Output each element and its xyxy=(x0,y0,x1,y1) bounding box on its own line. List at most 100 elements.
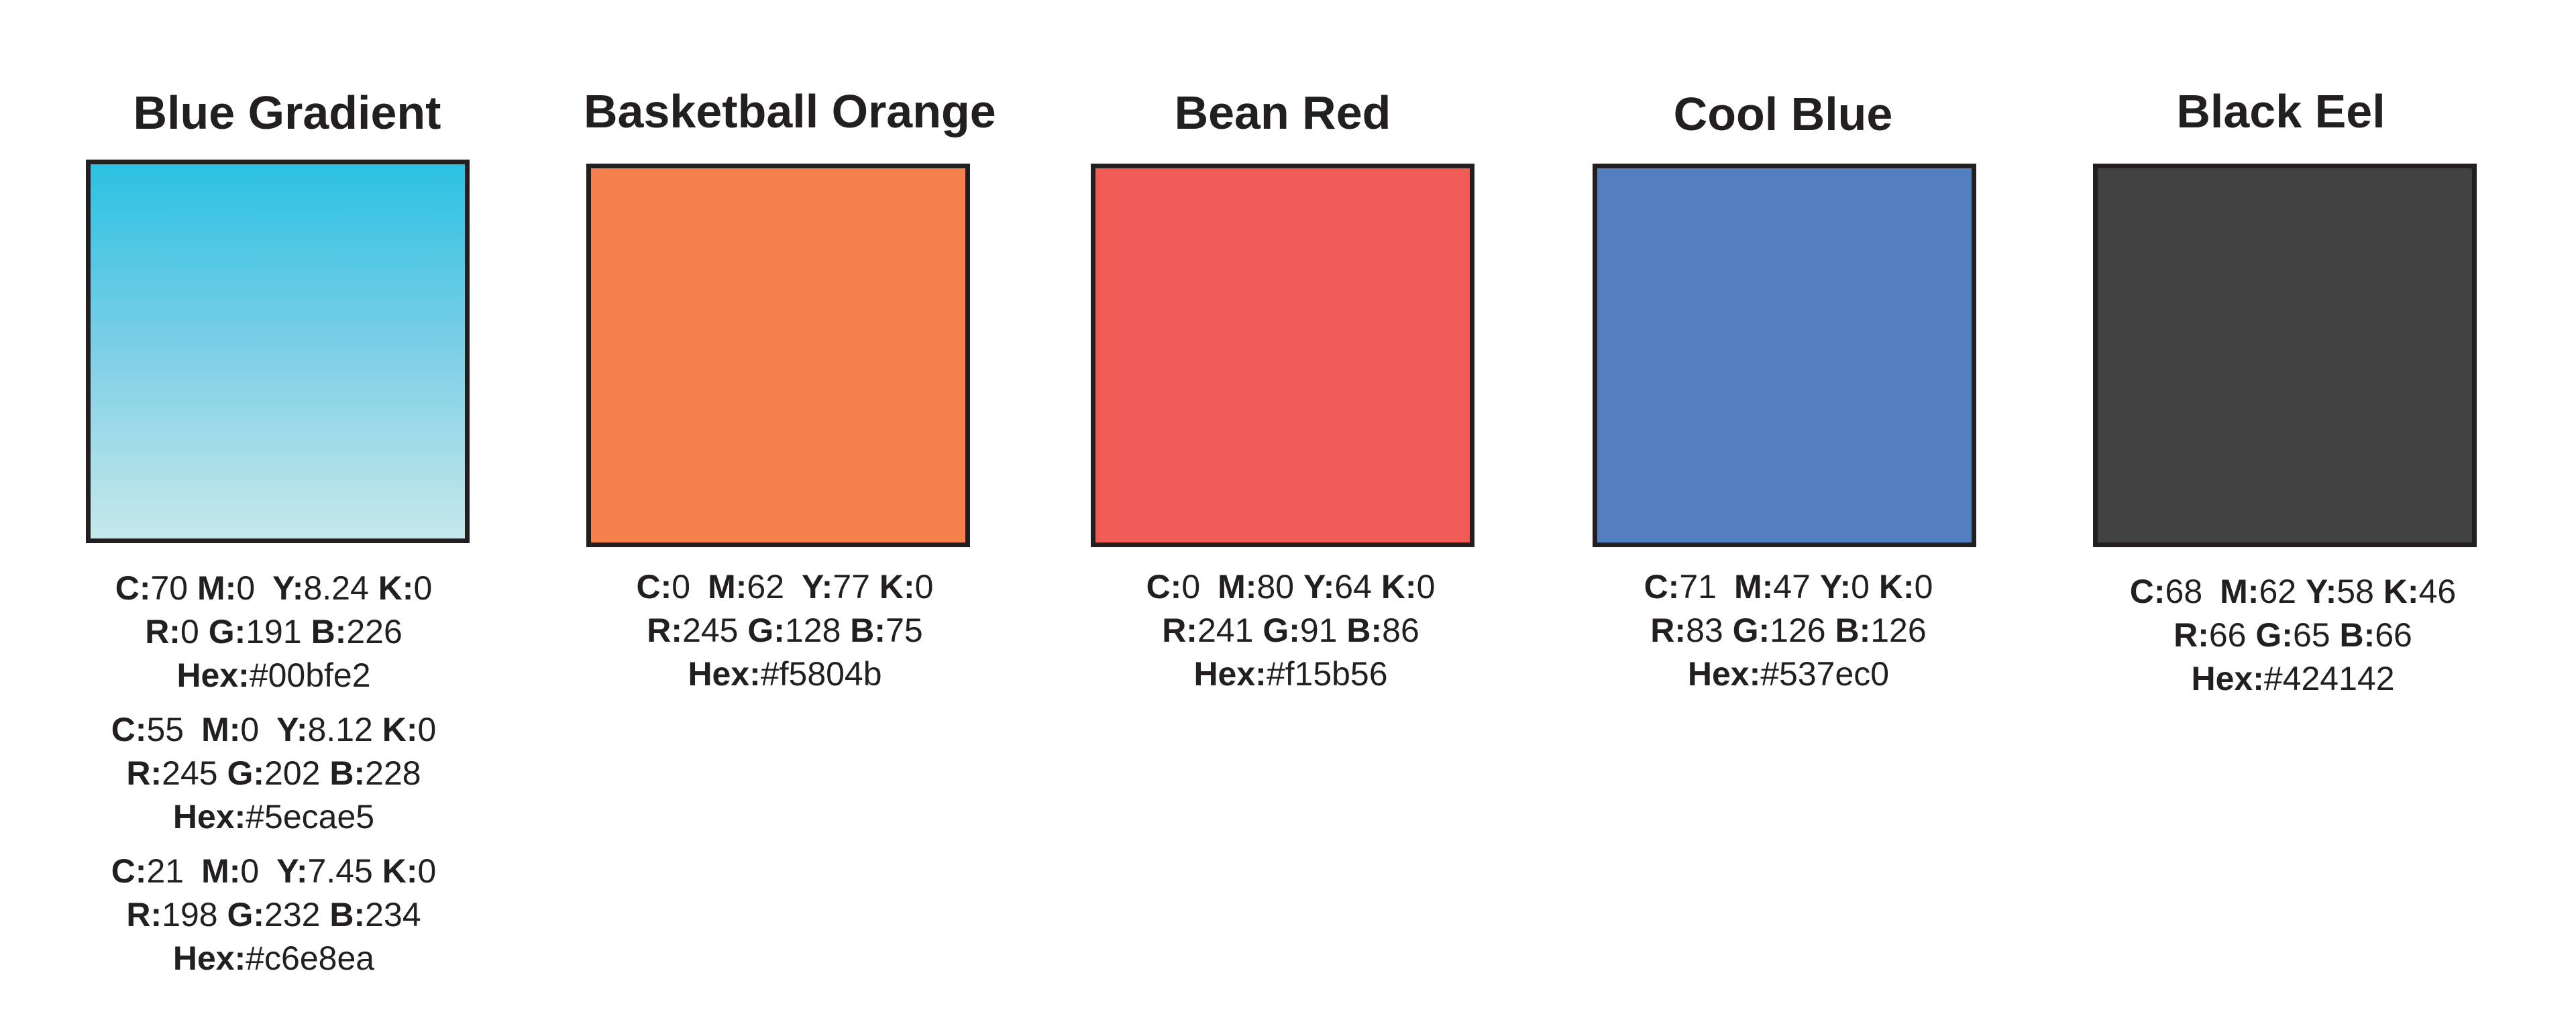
color-spec-group: C:70 M:0 Y:8.24 K:0 R:0 G:191 B:226 Hex:#… xyxy=(72,567,475,697)
hex-value: #424142 xyxy=(2263,660,2395,697)
cmyk-y-value: 8.24 xyxy=(303,569,369,607)
swatch-title: Basketball Orange xyxy=(584,85,996,137)
cmyk-k-value: 0 xyxy=(1914,568,1933,606)
hex-line: Hex:#537ec0 xyxy=(1687,655,1890,693)
cmyk-k-value: 0 xyxy=(1416,568,1436,606)
rgb-line: R:245 G:128 B:75 xyxy=(647,612,923,649)
swatch-color-box xyxy=(86,160,470,543)
cmyk-c-value: 0 xyxy=(1181,568,1201,606)
swatch-title: Bean Red xyxy=(1174,87,1391,139)
rgb-b-value: 226 xyxy=(346,613,402,650)
rgb-r-value: 66 xyxy=(2208,616,2247,654)
color-spec-group: C:21 M:0 Y:7.45 K:0 R:198 G:232 B:234 Hex:… xyxy=(72,850,475,980)
swatch-title: Cool Blue xyxy=(1673,88,1893,140)
rgb-g-value: 202 xyxy=(264,754,321,792)
color-spec-group: C:0 M:80 Y:64 K:0 R:241 G:91 B:86 Hex:#f1… xyxy=(1089,565,1492,696)
rgb-r-value: 83 xyxy=(1686,612,1723,649)
cmyk-c-value: 0 xyxy=(672,568,691,606)
rgb-r-value: 241 xyxy=(1197,612,1254,649)
hex-line: Hex:#424142 xyxy=(2191,660,2395,697)
hex-line: Hex:#f5804b xyxy=(688,655,882,693)
cmyk-m-value: 0 xyxy=(236,569,256,607)
color-info: C:0 M:62 Y:77 K:0 R:245 G:128 B:75 Hex:#f5… xyxy=(584,565,986,696)
rgb-b-value: 228 xyxy=(365,754,421,792)
cmyk-c-value: 55 xyxy=(146,711,184,748)
rgb-r-value: 245 xyxy=(682,612,739,649)
color-spec-group: C:68 M:62 Y:58 K:46 R:66 G:65 B:66 Hex:#4… xyxy=(2092,570,2494,701)
cmyk-y-value: 64 xyxy=(1334,568,1372,606)
cmyk-line: C:71 M:47 Y:0 K:0 xyxy=(1644,568,1933,606)
rgb-line: R:0 G:191 B:226 xyxy=(145,613,402,650)
rgb-line: R:245 G:202 B:228 xyxy=(126,754,421,792)
hex-value: #00bfe2 xyxy=(249,656,371,694)
cmyk-m-value: 0 xyxy=(240,711,260,748)
cmyk-y-value: 77 xyxy=(833,568,870,606)
rgb-g-value: 191 xyxy=(246,613,302,650)
color-info: C:68 M:62 Y:58 K:46 R:66 G:65 B:66 Hex:#4… xyxy=(2092,570,2494,701)
color-spec-group: C:0 M:62 Y:77 K:0 R:245 G:128 B:75 Hex:#f5… xyxy=(584,565,986,696)
hex-value: #f15b56 xyxy=(1266,655,1388,693)
hex-value: #c6e8ea xyxy=(246,939,375,977)
cmyk-c-value: 71 xyxy=(1679,568,1717,606)
hex-value: #5ecae5 xyxy=(246,798,375,836)
cmyk-c-value: 21 xyxy=(146,852,184,890)
cmyk-y-value: 0 xyxy=(1851,568,1870,606)
cmyk-line: C:70 M:0 Y:8.24 K:0 xyxy=(115,569,433,607)
rgb-r-value: 0 xyxy=(180,613,199,650)
rgb-r-value: 245 xyxy=(162,754,218,792)
rgb-line: R:83 G:126 B:126 xyxy=(1650,612,1927,649)
swatch-color-box xyxy=(1593,164,1976,547)
cmyk-y-value: 8.12 xyxy=(307,711,373,748)
cmyk-m-value: 0 xyxy=(240,852,260,890)
cmyk-m-value: 80 xyxy=(1256,568,1295,606)
cmyk-line: C:21 M:0 Y:7.45 K:0 xyxy=(111,852,437,890)
cmyk-m-value: 62 xyxy=(747,568,785,606)
rgb-b-value: 66 xyxy=(2375,616,2412,654)
rgb-line: R:66 G:65 B:66 xyxy=(2174,616,2412,654)
cmyk-k-value: 46 xyxy=(2418,573,2457,610)
hex-line: Hex:#f15b56 xyxy=(1193,655,1388,693)
hex-value: #537ec0 xyxy=(1760,655,1890,693)
swatch-title: Blue Gradient xyxy=(133,87,441,139)
cmyk-y-value: 58 xyxy=(2337,573,2374,610)
color-info: C:0 M:80 Y:64 K:0 R:241 G:91 B:86 Hex:#f1… xyxy=(1089,565,1492,696)
cmyk-c-value: 70 xyxy=(150,569,189,607)
cmyk-line: C:0 M:80 Y:64 K:0 xyxy=(1146,568,1436,606)
cmyk-y-value: 7.45 xyxy=(307,852,373,890)
color-info: C:70 M:0 Y:8.24 K:0 R:0 G:191 B:226 Hex:#… xyxy=(72,567,475,980)
color-info: C:71 M:47 Y:0 K:0 R:83 G:126 B:126 Hex:#5… xyxy=(1587,565,1990,696)
cmyk-line: C:55 M:0 Y:8.12 K:0 xyxy=(111,711,437,748)
rgb-line: R:198 G:232 B:234 xyxy=(126,896,421,933)
rgb-b-value: 234 xyxy=(365,896,421,933)
swatch-color-box xyxy=(2093,164,2477,547)
rgb-g-value: 126 xyxy=(1770,612,1826,649)
cmyk-k-value: 0 xyxy=(413,569,433,607)
rgb-g-value: 65 xyxy=(2292,616,2330,654)
cmyk-line: C:0 M:62 Y:77 K:0 xyxy=(636,568,934,606)
rgb-g-value: 232 xyxy=(264,896,321,933)
swatch-color-box xyxy=(1091,164,1474,547)
cmyk-k-value: 0 xyxy=(417,852,437,890)
color-spec-group: C:55 M:0 Y:8.12 K:0 R:245 G:202 B:228 Hex:… xyxy=(72,708,475,839)
cmyk-m-value: 47 xyxy=(1773,568,1811,606)
cmyk-k-value: 0 xyxy=(914,568,934,606)
cmyk-line: C:68 M:62 Y:58 K:46 xyxy=(2129,573,2457,610)
cmyk-m-value: 62 xyxy=(2259,573,2297,610)
swatch-title: Black Eel xyxy=(2176,85,2385,137)
cmyk-k-value: 0 xyxy=(417,711,437,748)
rgb-b-value: 75 xyxy=(885,612,923,649)
hex-line: Hex:#5ecae5 xyxy=(172,798,375,836)
swatch-color-box xyxy=(586,164,970,547)
cmyk-c-value: 68 xyxy=(2165,573,2203,610)
hex-line: Hex:#00bfe2 xyxy=(176,656,371,694)
color-spec-group: C:71 M:47 Y:0 K:0 R:83 G:126 B:126 Hex:#5… xyxy=(1587,565,1990,696)
rgb-r-value: 198 xyxy=(162,896,218,933)
rgb-g-value: 91 xyxy=(1299,612,1338,649)
rgb-line: R:241 G:91 B:86 xyxy=(1162,612,1419,649)
rgb-b-value: 86 xyxy=(1382,612,1419,649)
rgb-g-value: 128 xyxy=(784,612,841,649)
hex-line: Hex:#c6e8ea xyxy=(172,939,375,977)
rgb-b-value: 126 xyxy=(1870,612,1927,649)
hex-value: #f5804b xyxy=(760,655,882,693)
